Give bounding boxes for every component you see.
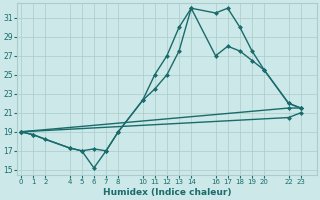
X-axis label: Humidex (Indice chaleur): Humidex (Indice chaleur) <box>103 188 231 197</box>
